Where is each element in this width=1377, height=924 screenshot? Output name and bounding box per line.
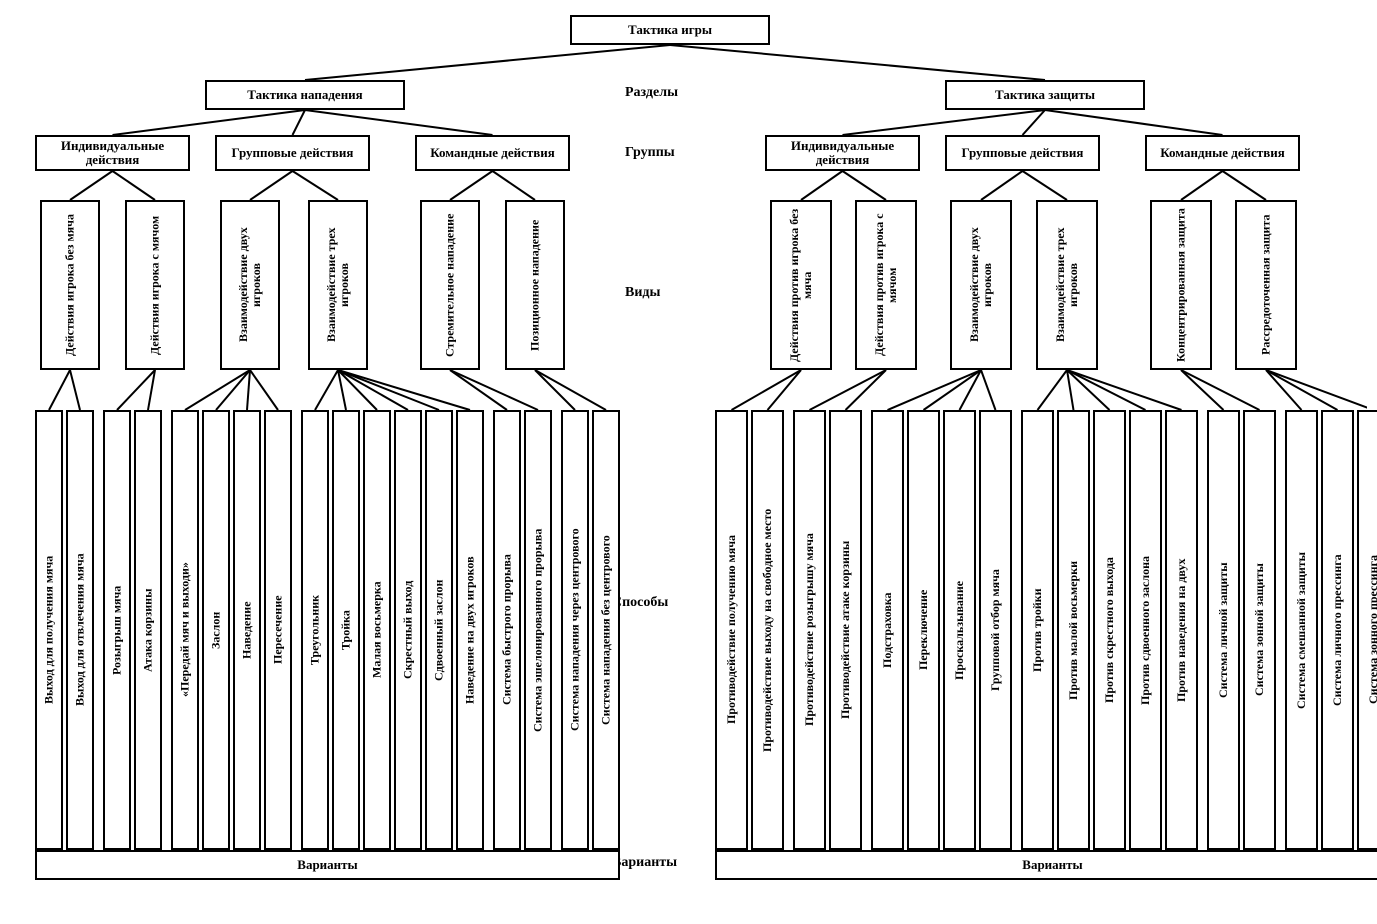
defense-method-6: Проскальзывание bbox=[943, 410, 976, 850]
attack-method-17: Система нападения без центрового bbox=[592, 410, 620, 850]
defense-group-2: Командные действия bbox=[1145, 135, 1300, 171]
variants-attack: Варианты bbox=[35, 850, 620, 880]
defense-method-2: Противодействие розыгрышу мяча bbox=[793, 410, 826, 850]
defense-kind-3: Взаимо­действие трех игроков bbox=[1036, 200, 1098, 370]
defense-method-8: Против тройки bbox=[1021, 410, 1054, 850]
attack-method-16: Система нападения через центрового bbox=[561, 410, 589, 850]
attack-kind-0: Действия игрока без мяча bbox=[40, 200, 100, 370]
defense-method-15: Система смешанной защиты bbox=[1285, 410, 1318, 850]
attack-kind-5: Позици­онное нападение bbox=[505, 200, 565, 370]
label-kinds: Виды bbox=[625, 285, 660, 301]
attack-method-9: Тройка bbox=[332, 410, 360, 850]
attack-method-11: Скрестный выход bbox=[394, 410, 422, 850]
attack-method-1: Выход для отвлечения мяча bbox=[66, 410, 94, 850]
defense-method-7: Групповой отбор мяча bbox=[979, 410, 1012, 850]
label-variants: Варианты bbox=[612, 855, 677, 871]
attack-method-14: Система быстрого прорыва bbox=[493, 410, 521, 850]
defense-method-17: Система зонного прессинга bbox=[1357, 410, 1377, 850]
attack-method-12: Сдвоенный заслон bbox=[425, 410, 453, 850]
attack-kind-4: Стреми­тельное нападение bbox=[420, 200, 480, 370]
attack-method-13: Наведение на двух игроков bbox=[456, 410, 484, 850]
defense-kind-0: Действия против игро­ка без мяча bbox=[770, 200, 832, 370]
variants-defense: Варианты bbox=[715, 850, 1377, 880]
defense-kind-4: Концент­рированная защита bbox=[1150, 200, 1212, 370]
attack-kind-2: Взаимо­действие двух игроков bbox=[220, 200, 280, 370]
defense-method-14: Система зонной защиты bbox=[1243, 410, 1276, 850]
defense-method-11: Против сдвоенного заслона bbox=[1129, 410, 1162, 850]
defense-method-13: Система личной защиты bbox=[1207, 410, 1240, 850]
attack-method-0: Выход для получения мяча bbox=[35, 410, 63, 850]
defense-kind-5: Рассредо­точенная защита bbox=[1235, 200, 1297, 370]
attack-group-1: Групповые действия bbox=[215, 135, 370, 171]
defense-method-9: Против малой восьмерки bbox=[1057, 410, 1090, 850]
label-groups: Группы bbox=[625, 145, 675, 161]
defense-method-0: Противодействие получению мяча bbox=[715, 410, 748, 850]
defense-kind-1: Действия против игро­ка с мячом bbox=[855, 200, 917, 370]
attack-kind-3: Взаимо­действие трех игроков bbox=[308, 200, 368, 370]
label-methods: Способы bbox=[612, 595, 668, 611]
attack-method-3: Атака корзины bbox=[134, 410, 162, 850]
attack-method-10: Малая восьмерка bbox=[363, 410, 391, 850]
attack-method-7: Пересечение bbox=[264, 410, 292, 850]
defense-method-3: Противодействие атаке корзины bbox=[829, 410, 862, 850]
defense-group-0: Индивидуальные действия bbox=[765, 135, 920, 171]
attack-method-8: Треугольник bbox=[301, 410, 329, 850]
tactics-diagram: Тактика игры Тактика нападения Тактика защ… bbox=[10, 10, 1367, 914]
section-defense: Тактика защиты bbox=[945, 80, 1145, 110]
attack-method-5: Заслон bbox=[202, 410, 230, 850]
attack-group-2: Командные действия bbox=[415, 135, 570, 171]
defense-method-10: Против скрестного выхода bbox=[1093, 410, 1126, 850]
defense-method-4: Подстраховка bbox=[871, 410, 904, 850]
section-attack: Тактика нападения bbox=[205, 80, 405, 110]
label-sections: Разделы bbox=[625, 85, 678, 101]
attack-group-0: Индивидуальные действия bbox=[35, 135, 190, 171]
defense-group-1: Групповые действия bbox=[945, 135, 1100, 171]
attack-method-6: Наведение bbox=[233, 410, 261, 850]
defense-method-1: Противодействие выходу на свободное мест… bbox=[751, 410, 784, 850]
defense-method-12: Против наведения на двух bbox=[1165, 410, 1198, 850]
defense-method-16: Система личного прессинга bbox=[1321, 410, 1354, 850]
defense-kind-2: Взаимо­действие двух игроков bbox=[950, 200, 1012, 370]
attack-method-2: Розыгрыш мяча bbox=[103, 410, 131, 850]
defense-method-5: Переключение bbox=[907, 410, 940, 850]
attack-kind-1: Действия игрока с мячом bbox=[125, 200, 185, 370]
attack-method-15: Система эшелонированного прорыва bbox=[524, 410, 552, 850]
attack-method-4: «Передай мяч и выходи» bbox=[171, 410, 199, 850]
root-node: Тактика игры bbox=[570, 15, 770, 45]
